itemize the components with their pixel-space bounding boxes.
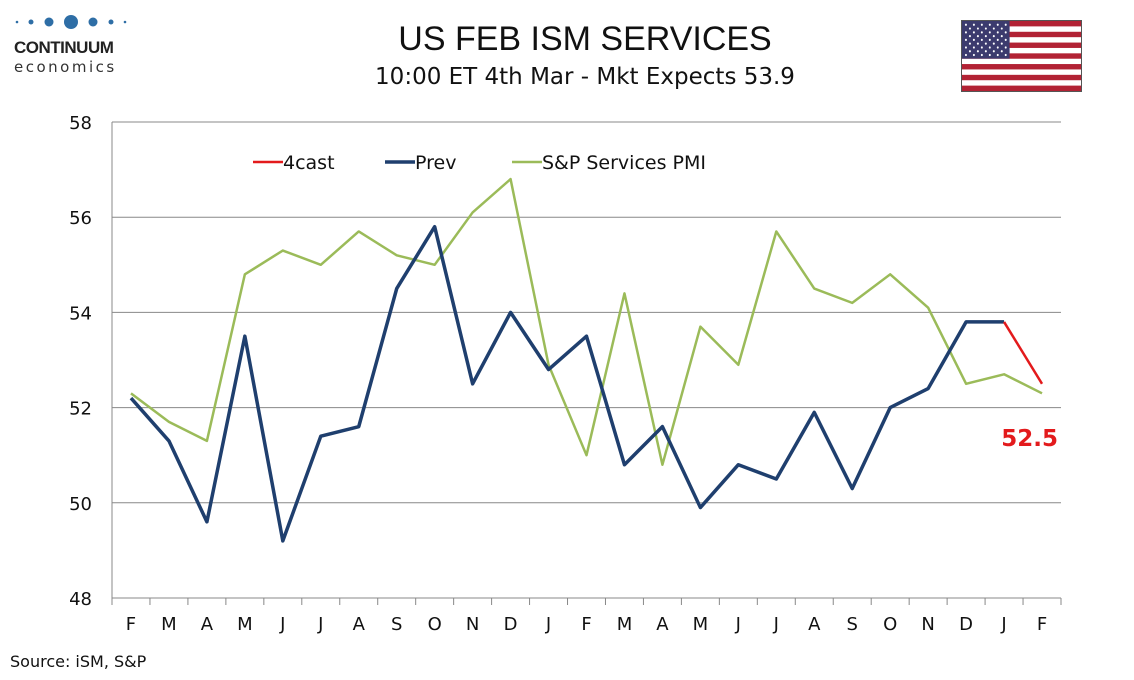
x-tick-label: D bbox=[504, 614, 518, 635]
x-tick-label: M bbox=[617, 614, 633, 635]
x-tick-label: J bbox=[279, 614, 285, 635]
logo-dots-icon bbox=[15, 15, 127, 29]
x-tick-label: O bbox=[883, 614, 897, 635]
y-tick-label: 50 bbox=[69, 494, 92, 515]
forecast-annotation: 52.5 bbox=[1001, 426, 1058, 452]
chart-title: US FEB ISM SERVICES bbox=[398, 20, 772, 58]
x-tick-label: M bbox=[693, 614, 709, 635]
y-tick-label: 54 bbox=[69, 303, 92, 324]
legend-label: S&P Services PMI bbox=[542, 152, 706, 174]
x-tick-label: S bbox=[391, 614, 402, 635]
logo-name: CONTINUUM bbox=[14, 38, 114, 57]
continuum-logo: CONTINUUM economics bbox=[14, 14, 129, 76]
x-tick-label: J bbox=[735, 614, 741, 635]
legend-label: Prev bbox=[415, 152, 456, 174]
us-flag-icon bbox=[961, 20, 1082, 92]
x-tick-label: N bbox=[921, 614, 934, 635]
series-line-s-p-services-pmi bbox=[130, 177, 1043, 466]
x-tick-label: J bbox=[1000, 614, 1006, 635]
x-tick-label: F bbox=[1037, 614, 1047, 635]
x-tick-label: M bbox=[237, 614, 253, 635]
y-tick-label: 48 bbox=[69, 589, 92, 610]
x-tick-label: J bbox=[545, 614, 551, 635]
x-tick-label: O bbox=[428, 614, 442, 635]
legend-label: 4cast bbox=[283, 152, 335, 174]
x-tick-label: D bbox=[959, 614, 973, 635]
series-line-prev bbox=[129, 224, 1005, 543]
chart-subtitle: 10:00 ET 4th Mar - Mkt Expects 53.9 bbox=[375, 64, 795, 90]
y-tick-label: 56 bbox=[69, 208, 92, 229]
x-tick-label: N bbox=[466, 614, 479, 635]
y-tick-label: 58 bbox=[69, 113, 92, 134]
x-tick-label: F bbox=[126, 614, 136, 635]
x-tick-label: A bbox=[656, 614, 669, 635]
logo-sub: economics bbox=[14, 58, 117, 76]
x-tick-label: M bbox=[161, 614, 177, 635]
x-tick-label: A bbox=[201, 614, 214, 635]
x-tick-label: J bbox=[773, 614, 779, 635]
x-tick-label: A bbox=[808, 614, 821, 635]
source-note: Source: iSM, S&P bbox=[10, 652, 147, 671]
x-tick-label: S bbox=[847, 614, 858, 635]
y-tick-label: 52 bbox=[69, 399, 92, 420]
series-line-4cast bbox=[1002, 321, 1044, 385]
x-tick-label: F bbox=[581, 614, 591, 635]
x-tick-label: A bbox=[353, 614, 366, 635]
x-tick-label: J bbox=[317, 614, 323, 635]
